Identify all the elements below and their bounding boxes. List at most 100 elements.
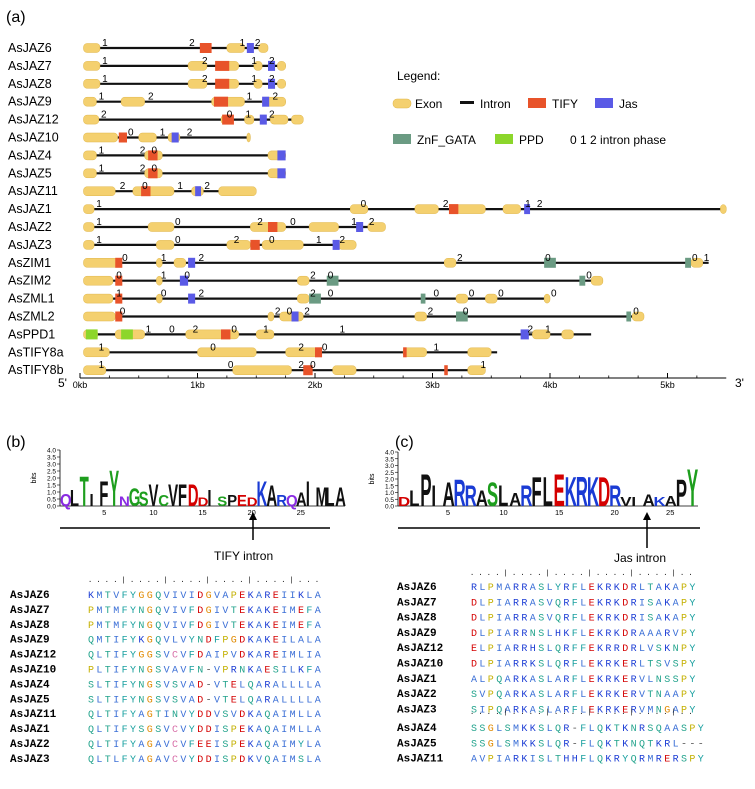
logo-y-tick-label: 0.5 — [385, 497, 394, 504]
tify-domain — [213, 96, 229, 107]
intron-phase-label: 0 — [161, 289, 167, 300]
intron-phase-label: 2 — [204, 181, 210, 192]
exon-box — [226, 43, 245, 53]
alignment-row: AsJAZ8 P M T M F Y N G Q V I V F D G I V T E K A K E I M E F A — [10, 620, 321, 632]
alignment-seq-name: AsJAZ10 — [10, 665, 56, 677]
exon-box — [444, 258, 457, 268]
logo-letter: A — [266, 480, 277, 513]
intron-phase-label: 1 — [316, 235, 322, 246]
gene-row-aszml2: AsZML2 0 2 0 2 2 0 0 — [8, 307, 645, 324]
intron-phase-label: 0 — [551, 289, 557, 300]
jas-domain — [332, 239, 340, 250]
alignment-seq-name: AsJAZ8 — [10, 620, 50, 632]
exon-box — [258, 43, 269, 53]
tify-domain — [403, 347, 407, 358]
intron-phase-label: 0 — [142, 181, 148, 192]
legend-exon-swatch — [392, 98, 412, 109]
tify-domain — [115, 257, 123, 268]
jas-domain — [277, 168, 286, 179]
exon-box — [147, 222, 175, 232]
alignment-row: AsJAZ12 Q L T I F Y G G S V C V F D A I P V D K A R E I M L I A — [10, 650, 321, 662]
intron-phase-label: 2 — [537, 199, 543, 210]
exon-box — [138, 132, 157, 143]
gene-row-asjaz9: AsJAZ9 1 2 1 2 — [8, 92, 286, 109]
intron-phase-label: 1 — [704, 253, 710, 264]
alignment-row: AsJAZ2 S V P Q A R K A S L A R F L E K R K E R V T N A A P Y — [397, 689, 695, 701]
intron-phase-label: 2 — [528, 324, 534, 335]
alignment-seq-name: AsJAZ11 — [397, 754, 444, 766]
exon-box — [291, 114, 304, 125]
exon-box — [83, 150, 97, 161]
exon-box — [720, 204, 727, 214]
logo-letter: F — [531, 468, 541, 515]
intron-phase-label: 1 — [160, 128, 166, 139]
intron-phase-label: 2 — [298, 360, 304, 371]
tify-domain — [115, 275, 123, 286]
alignment-seq-name: AsJAZ1 — [10, 724, 50, 736]
jas-domain — [179, 275, 189, 286]
tify-domain — [115, 293, 123, 304]
alignment-ruler: . . . . | . . . . | . . . . | . . . . | … — [470, 570, 693, 578]
gene-row-astify8a: AsTIFY8a 1 0 2 0 1 — [8, 342, 498, 359]
kb-axis: 5' 3' 0kb 1kb 2kb 3kb 4kb 5kb — [58, 373, 744, 390]
jas-domain — [291, 311, 299, 322]
exon-box — [253, 61, 263, 71]
exon-box — [83, 96, 97, 107]
exon-box — [246, 132, 251, 143]
logo-y-tick-label: 4.0 — [47, 448, 56, 455]
intron-phase-label: 0 — [545, 253, 551, 264]
alignment-seq-name: AsJAZ9 — [397, 628, 437, 640]
intron-phase-label: 1 — [351, 217, 357, 228]
logo-y-label: bits — [31, 472, 38, 483]
exon-box — [543, 293, 551, 304]
gene-name: AsTIFY8a — [8, 345, 64, 359]
exon-box — [455, 293, 468, 304]
exon-box — [367, 222, 386, 232]
gene-name: AsJAZ12 — [8, 113, 59, 127]
legend-tify-label: TIFY — [552, 97, 578, 111]
logo-letter: D — [398, 495, 410, 510]
alignment-seq-name: AsJAZ4 — [10, 679, 50, 691]
exon-box — [297, 275, 310, 286]
intron-phase-label: 2 — [101, 110, 107, 121]
logo-y-tick-label: 3.5 — [47, 455, 56, 462]
logo-x-tick-label: 20 — [610, 508, 618, 517]
logo-letter: C — [158, 493, 169, 510]
intron-phase-label: 0 — [287, 307, 293, 318]
alignment-seq-name: AsJAZ11 — [10, 709, 57, 721]
intron-phase-label: 1 — [99, 360, 105, 371]
intron-phase-label: 2 — [310, 271, 316, 282]
intron-phase-label: 1 — [240, 38, 246, 49]
jas-domain — [171, 132, 179, 143]
alignment-row: AsJAZ1 Q L T I F Y S G S V C V Y D D I S P E K A Q A I M L L A — [10, 724, 321, 736]
tify-domain — [448, 204, 459, 215]
exon-box — [197, 347, 257, 358]
tify-domain — [215, 60, 230, 71]
logo-letter: K — [257, 475, 268, 514]
alignment-seq-name: AsJAZ6 — [10, 590, 50, 602]
intron-phase-label: 1 — [146, 324, 152, 335]
alignment-row: AsJAZ3 Q L T L F Y A G A V C V Y D D I S P D K V Q A I M S L A — [10, 754, 321, 766]
gene-name: AsPPD1 — [8, 327, 55, 341]
exon-box — [561, 329, 574, 340]
exon-box — [350, 204, 369, 214]
tify-domain — [268, 222, 278, 232]
logo-letter: T — [80, 467, 89, 515]
logo-y-tick-label: 1.5 — [47, 483, 56, 490]
alignment-row: AsJAZ5 S S G L S M K K S L Q R - F L Q K T K N Q T K R L - - - — [397, 738, 704, 750]
intron-phase-label: 0 — [498, 289, 504, 300]
alignment-row: AsJAZ9 Q M T I F Y K G Q V L V Y N D F P G D K A K E I L A L A — [10, 635, 321, 647]
intron-phase-label: 0 — [328, 271, 334, 282]
alignment-ruler: . . . . | . . . . | . . . . | . . . . | … — [470, 709, 693, 717]
gene-row-asjaz1: AsJAZ1 1 0 2 1 2 — [8, 199, 727, 216]
exon-box — [277, 79, 286, 89]
